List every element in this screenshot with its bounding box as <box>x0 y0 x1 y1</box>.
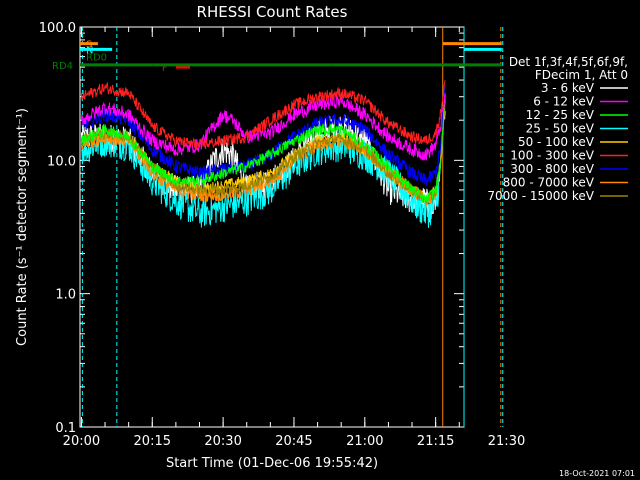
legend-label: 6 - 12 keV <box>533 95 595 109</box>
series-line-6-12kev <box>80 92 446 161</box>
y-tick-label: 0.1 <box>55 421 76 436</box>
flag-label-rd4: RD4 <box>52 61 73 72</box>
legend-label: 12 - 25 keV <box>526 108 595 122</box>
legend-label: 3 - 6 keV <box>541 81 595 95</box>
x-tick-label: 20:30 <box>204 434 241 449</box>
series-line-25-50kev <box>80 96 446 228</box>
series-line-100-300kev <box>80 80 446 151</box>
x-tick-label: 21:00 <box>346 434 383 449</box>
legend-label: 800 - 7000 keV <box>503 176 595 190</box>
x-tick-label: 20:00 <box>63 434 100 449</box>
x-tick-label: 21:30 <box>488 434 525 449</box>
y-tick-label: 1.0 <box>55 288 76 303</box>
legend: Det 1f,3f,4f,5f,6f,9f, FDecim 1, Att 0 3… <box>487 55 628 203</box>
y-axis-label: Count Rate (s⁻¹ detector segment⁻¹) <box>15 108 30 346</box>
legend-label: 25 - 50 keV <box>526 122 595 136</box>
footer-timestamp: 18-Oct-2021 07:01 <box>559 469 635 478</box>
y-tick-label: 100.0 <box>39 21 76 36</box>
series-line-7000-15000kev <box>80 96 446 206</box>
legend-label: 300 - 800 keV <box>510 162 594 176</box>
y-tick-label: 10.0 <box>47 154 76 169</box>
legend-title-line-1: Det 1f,3f,4f,5f,6f,9f, <box>509 55 628 69</box>
x-tick-label: 21:15 <box>417 434 454 449</box>
flag-label-f: F <box>162 63 168 74</box>
chart-title: RHESSI Count Rates <box>197 3 348 21</box>
x-tick-label: 20:45 <box>275 434 312 449</box>
legend-title-line-2: FDecim 1, Att 0 <box>535 68 628 82</box>
legend-label: 50 - 100 keV <box>518 135 595 149</box>
legend-label: 7000 - 15000 keV <box>487 189 594 203</box>
x-tick-label: 20:15 <box>134 434 171 449</box>
flag-label-s: S <box>86 40 92 51</box>
flag-label-rd0: RD0 <box>86 53 107 64</box>
x-axis-label: Start Time (01-Dec-06 19:55:42) <box>166 456 378 471</box>
legend-label: 100 - 300 keV <box>510 149 594 163</box>
flag-label-n: N <box>86 45 93 56</box>
series-line-12-25kev <box>80 94 446 204</box>
